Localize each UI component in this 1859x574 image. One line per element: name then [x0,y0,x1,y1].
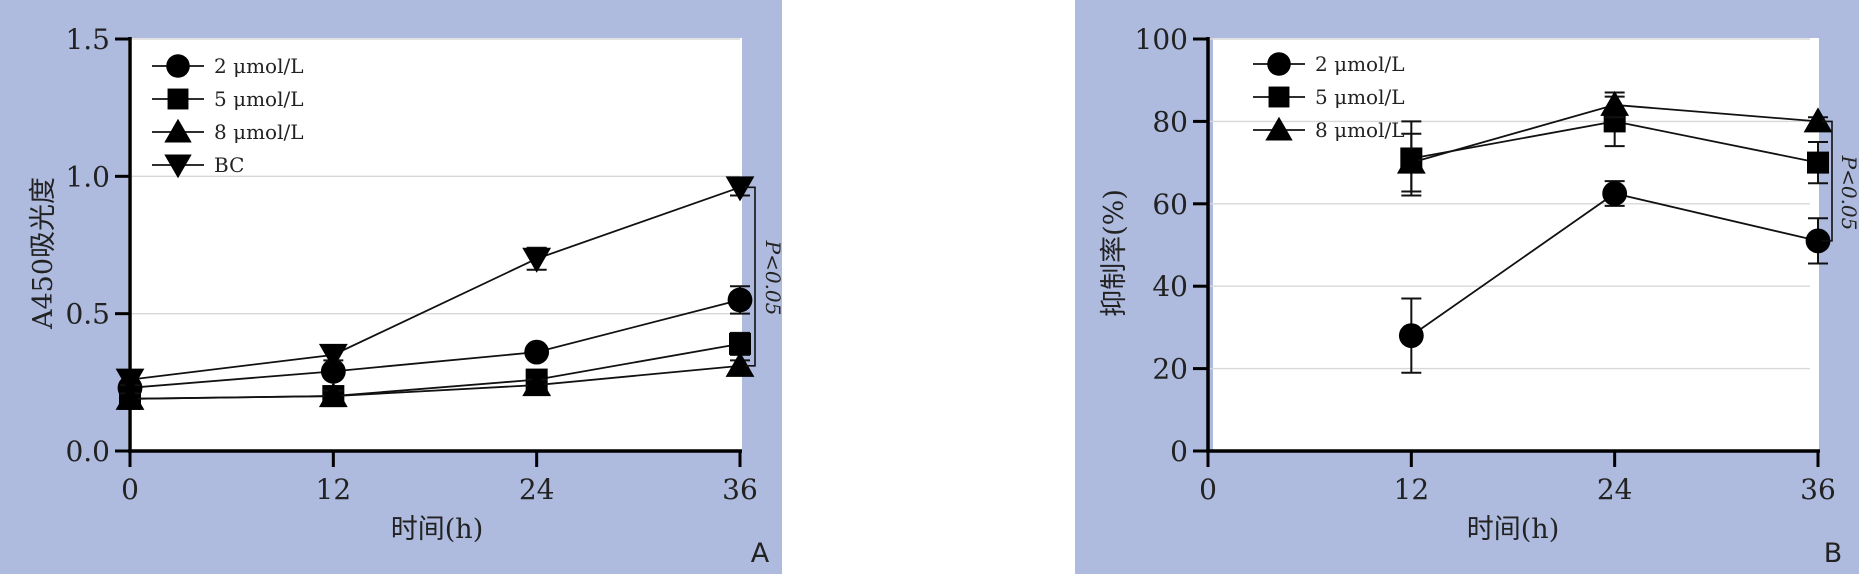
panel-a-x-tick-label: 12 [316,473,352,506]
panel-b-y-tick-label: 40 [1152,270,1188,303]
panel-b-annotation: P<0.05 [1837,155,1859,231]
panel-a-series-0-point [727,287,753,313]
panel-b-legend-marker [1265,116,1293,141]
panel-b-legend-label: 8 μmol/L [1315,118,1405,142]
panel-b-series-2-point [1803,107,1833,133]
panel-a-series-3-point [318,343,348,369]
panel-a-y-tick-label: 0.0 [65,435,110,468]
panel-b-axes: 0 20 40 60 80 100 0 12 24 36 [1135,23,1836,506]
panel-a-letter: A [751,538,770,569]
panel-a-series-2-point [115,384,145,410]
panel-a-series-0-point [524,339,550,365]
panel-b-y-tick-label: 80 [1152,105,1188,138]
panel-b-plot-area [1213,38,1819,451]
panel-b-xlabel: 时间(h) [1467,514,1559,545]
panel-b-series-2-point [1600,90,1630,116]
panel-a-ylabel: A450吸光度 [28,177,59,330]
panel-a-legend-marker [166,54,190,78]
panel-b-letter: B [1824,538,1843,569]
panel-b-series-0-point [1602,181,1628,206]
panel-b-legend-marker [1267,52,1291,76]
panel-b-series [1396,90,1833,374]
panel-a-y-tick-label: 1.5 [65,23,110,56]
panel-b-series-2-point [1396,148,1426,174]
panel-b-series-0-point [1805,228,1831,254]
panel-a-series [115,176,755,410]
panel-b-legend-label: 2 μmol/L [1315,52,1405,76]
panel-b-legend: 2 μmol/L 5 μmol/L 8 μmol/L [1253,52,1405,142]
panel-a-series-0-line [129,299,741,389]
panel-b-x-tick-label: 36 [1800,473,1836,506]
panel-a-series-2-point [522,371,552,397]
panel-b-legend-label: 5 μmol/L [1315,85,1405,109]
panel-a-x-tick-label: 24 [519,473,555,506]
panel-b-legend-marker [1268,86,1290,108]
panel-b: 0 20 40 60 80 100 0 12 24 36 2 μmol/L 5 μmol/L 8 μm… [1075,0,1859,574]
panel-a-x-tick-label: 0 [121,473,139,506]
panel-a-series-3-line [129,186,741,381]
panel-a-legend-marker [164,154,192,179]
panel-b-y-tick-label: 100 [1135,23,1188,56]
panel-a-axes: 0.0 0.5 1.0 1.5 0 12 24 36 [65,23,757,506]
panel-a: 0.0 0.5 1.0 1.5 0 12 24 36 2 μmol/L 5 μmol/L 8 μm… [0,0,785,574]
panel-a-legend-label: BC [214,153,244,177]
panel-a-legend-marker [164,118,192,143]
panel-b-x-tick-label: 0 [1199,473,1217,506]
panel-a-legend-marker [167,88,189,110]
panel-a-x-tick-label: 36 [722,473,758,506]
panel-a-grid [130,38,740,315]
panel-b-bracket [1822,120,1833,242]
panel-a-significance-bracket [745,186,756,367]
panel-b-y-tick-label: 60 [1152,188,1188,221]
panel-a-series-3-point [522,247,552,273]
panel-a-series-2-line [129,364,741,400]
panel-a-bracket [745,186,756,367]
panel-a-legend: 2 μmol/L 5 μmol/L 8 μmol/L BC [152,54,304,179]
panel-a-legend-label: 8 μmol/L [214,120,304,144]
panel-b-series-0-point [1398,323,1424,349]
panel-a-y-tick-label: 1.0 [65,160,110,193]
panel-b-significance-bracket [1822,120,1833,242]
panel-b-series-1-point [1807,151,1829,174]
panel-a-series-0-point [320,358,346,384]
panel-b-ylabel: 抑制率(%) [1099,189,1130,317]
panel-a-y-tick-label: 0.5 [65,298,110,331]
panel-a-annotation: P<0.05 [761,240,785,316]
panel-a-xlabel: 时间(h) [391,514,483,545]
panel-a-plot-area [128,38,742,451]
panel-a-series-2-point [318,382,348,408]
panel-a-series-3-point [115,368,145,394]
panel-a-series-1-point [729,332,751,355]
panel-a-series-3-point [725,176,755,202]
panel-a-legend-label: 5 μmol/L [214,87,304,111]
panel-b-y-tick-label: 0 [1170,435,1188,468]
panel-b-y-tick-label: 20 [1152,353,1188,386]
panel-a-legend-label: 2 μmol/L [214,54,304,78]
panel-a-series-2-point [725,351,755,377]
panel-b-x-tick-label: 24 [1597,473,1633,506]
panel-b-grid [1208,38,1810,370]
panel-b-x-tick-label: 12 [1394,473,1430,506]
